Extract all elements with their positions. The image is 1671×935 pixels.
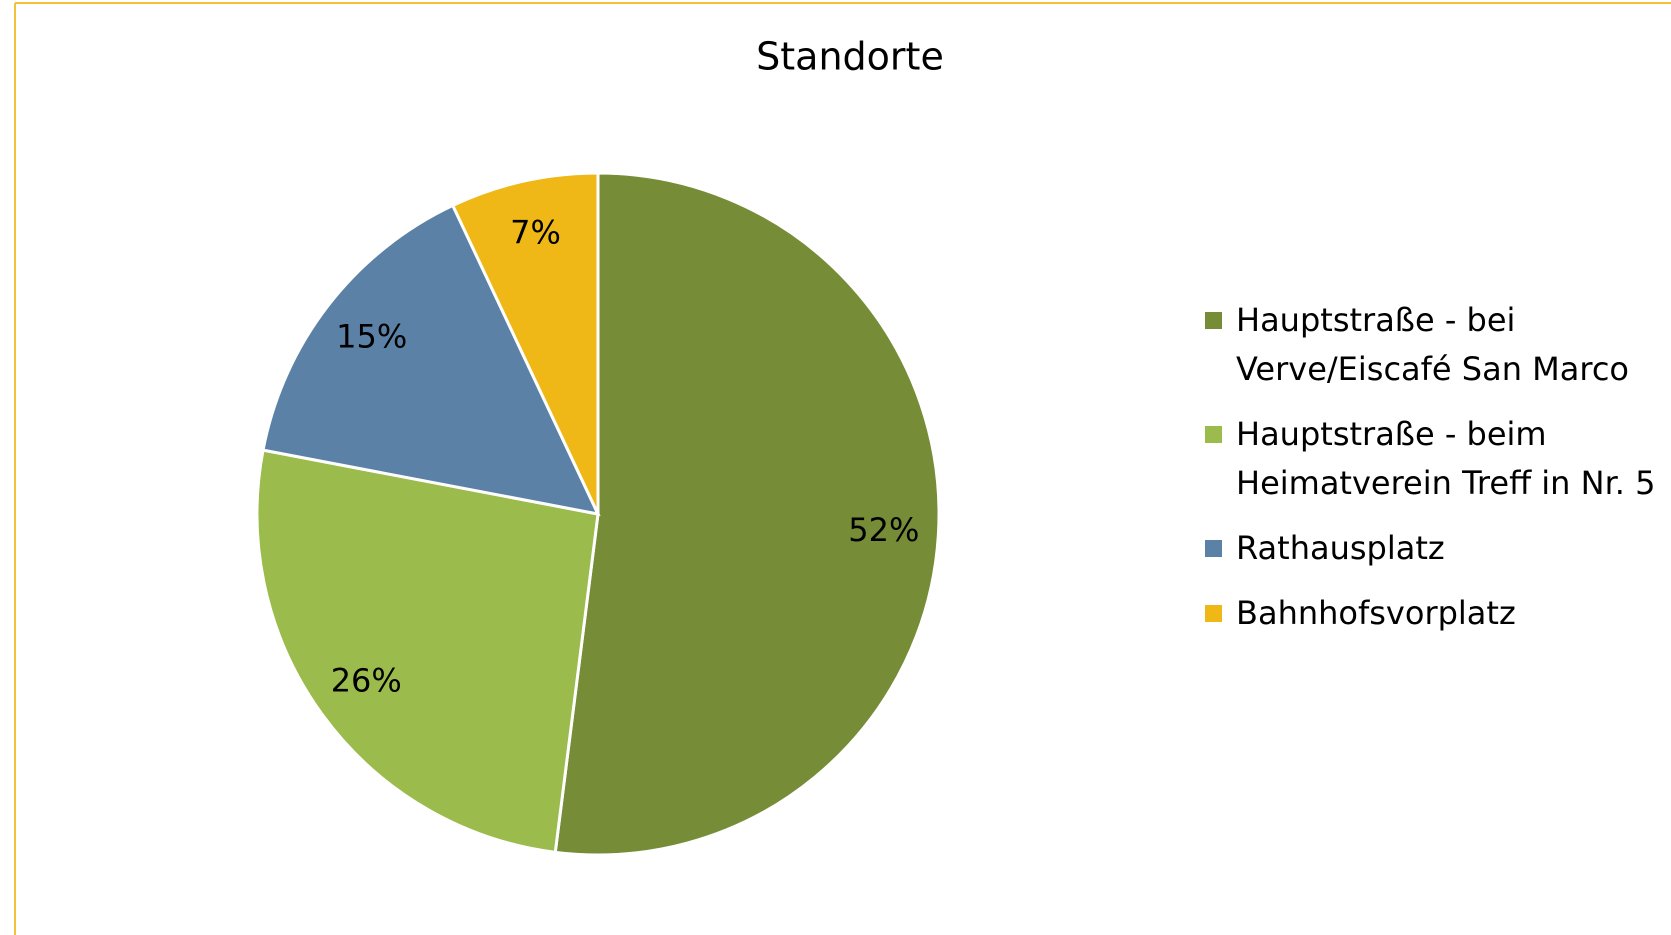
legend-swatch [1205, 605, 1222, 622]
legend-swatch [1205, 540, 1222, 557]
legend-label: Hauptstraße - beim Heimatverein Treff in… [1236, 415, 1656, 502]
chart-title: Standorte [756, 35, 944, 79]
legend-label: Rathausplatz [1236, 529, 1445, 567]
pie-slice [553, 171, 941, 857]
pie-slice [261, 203, 601, 517]
legend-entry: Bahnhofsvorplatz [1205, 589, 1665, 638]
legend-swatch [1205, 312, 1222, 329]
legend-label: Bahnhofsvorplatz [1236, 594, 1516, 632]
data-label: 26% [331, 661, 402, 699]
legend-entry: Hauptstraße - bei Verve/Eiscafé San Marc… [1205, 296, 1665, 394]
pie-slice [450, 171, 600, 515]
pie-slice [255, 448, 600, 854]
legend-entry: Hauptstraße - beim Heimatverein Treff in… [1205, 410, 1665, 508]
legend-swatch [1205, 426, 1222, 443]
data-label: 15% [336, 317, 407, 355]
legend-label: Hauptstraße - bei Verve/Eiscafé San Marc… [1236, 301, 1629, 388]
legend-entry: Rathausplatz [1205, 524, 1665, 573]
data-label: 52% [848, 511, 919, 549]
legend: Hauptstraße - bei Verve/Eiscafé San Marc… [1205, 296, 1665, 654]
data-label: 7% [510, 213, 561, 251]
